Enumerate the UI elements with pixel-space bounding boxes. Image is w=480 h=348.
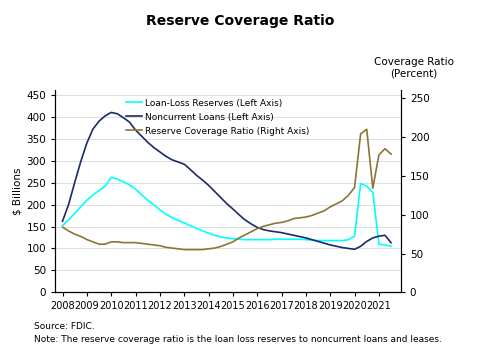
- Loan-Loss Reserves (Left Axis): [108, 175, 114, 180]
- Loan-Loss Reserves (Left Axis): [187, 223, 193, 228]
- Noncurrent Loans (Left Axis): [127, 120, 132, 124]
- Reserve Coverage Ratio (Right Axis): [120, 240, 126, 245]
- Text: Note: The reserve coverage ratio is the loan loss reserves to noncurrent loans a: Note: The reserve coverage ratio is the …: [34, 335, 442, 344]
- Loan-Loss Reserves (Left Axis): [382, 243, 388, 247]
- Reserve Coverage Ratio (Right Axis): [96, 242, 102, 246]
- Loan-Loss Reserves (Left Axis): [358, 181, 363, 185]
- Reserve Coverage Ratio (Right Axis): [382, 147, 388, 151]
- Reserve Coverage Ratio (Right Axis): [181, 247, 187, 252]
- Noncurrent Loans (Left Axis): [145, 140, 151, 144]
- Reserve Coverage Ratio (Right Axis): [388, 152, 394, 156]
- Noncurrent Loans (Left Axis): [187, 167, 193, 172]
- Loan-Loss Reserves (Left Axis): [60, 223, 65, 228]
- Legend: Loan-Loss Reserves (Left Axis), Noncurrent Loans (Left Axis), Reserve Coverage R: Loan-Loss Reserves (Left Axis), Noncurre…: [122, 95, 313, 139]
- Reserve Coverage Ratio (Right Axis): [60, 225, 65, 229]
- Loan-Loss Reserves (Left Axis): [388, 244, 394, 248]
- Reserve Coverage Ratio (Right Axis): [187, 247, 193, 252]
- Noncurrent Loans (Left Axis): [382, 233, 388, 237]
- Text: Reserve Coverage Ratio: Reserve Coverage Ratio: [146, 14, 334, 28]
- Reserve Coverage Ratio (Right Axis): [139, 241, 144, 245]
- Noncurrent Loans (Left Axis): [60, 219, 65, 223]
- Noncurrent Loans (Left Axis): [96, 119, 102, 123]
- Noncurrent Loans (Left Axis): [108, 110, 114, 114]
- Noncurrent Loans (Left Axis): [388, 241, 394, 245]
- Loan-Loss Reserves (Left Axis): [96, 188, 102, 192]
- Text: Source: FDIC.: Source: FDIC.: [34, 322, 94, 331]
- Reserve Coverage Ratio (Right Axis): [364, 127, 370, 132]
- Reserve Coverage Ratio (Right Axis): [358, 132, 363, 136]
- Line: Loan-Loss Reserves (Left Axis): Loan-Loss Reserves (Left Axis): [62, 177, 391, 246]
- Noncurrent Loans (Left Axis): [364, 239, 370, 244]
- Loan-Loss Reserves (Left Axis): [127, 183, 132, 187]
- Y-axis label: $ Billions: $ Billions: [12, 168, 22, 215]
- Loan-Loss Reserves (Left Axis): [145, 198, 151, 202]
- Line: Reserve Coverage Ratio (Right Axis): Reserve Coverage Ratio (Right Axis): [62, 129, 391, 250]
- Line: Noncurrent Loans (Left Axis): Noncurrent Loans (Left Axis): [62, 112, 391, 249]
- Text: Coverage Ratio
(Percent): Coverage Ratio (Percent): [374, 57, 454, 78]
- Noncurrent Loans (Left Axis): [352, 247, 358, 251]
